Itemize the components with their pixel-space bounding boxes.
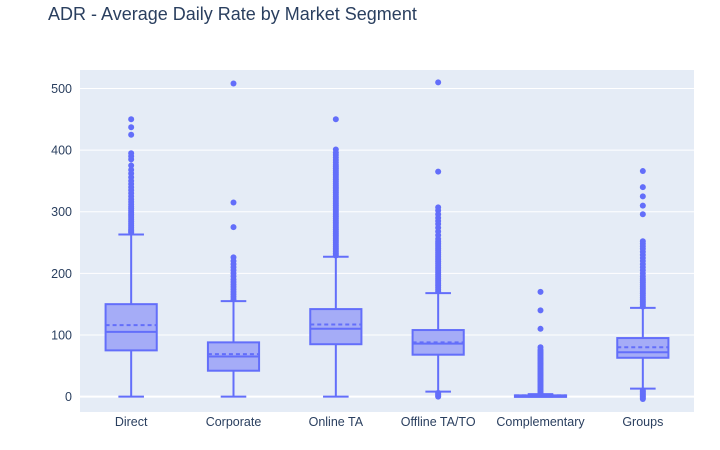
grid bbox=[80, 87, 694, 398]
outlier-point bbox=[230, 80, 237, 87]
outlier-point bbox=[332, 146, 339, 153]
chart-title: ADR - Average Daily Rate by Market Segme… bbox=[48, 4, 417, 24]
x-tick-label: Complementary bbox=[496, 415, 585, 429]
outlier-point bbox=[639, 193, 646, 200]
outlier-point bbox=[128, 150, 135, 157]
box-online-ta bbox=[309, 116, 363, 398]
iqr-box bbox=[104, 303, 158, 352]
y-tick-label: 500 bbox=[51, 82, 72, 96]
x-tick-label: Online TA bbox=[309, 415, 364, 429]
outlier-point bbox=[128, 162, 135, 169]
box-direct bbox=[104, 116, 158, 398]
outlier-point bbox=[435, 79, 442, 86]
box-corporate bbox=[206, 80, 261, 398]
outlier-point bbox=[639, 168, 646, 175]
outlier-point bbox=[537, 344, 544, 351]
plot-background bbox=[80, 70, 694, 412]
x-tick-label: Direct bbox=[115, 415, 148, 429]
box-offline-ta-to bbox=[411, 79, 465, 400]
y-tick-label: 400 bbox=[51, 144, 72, 158]
box-complementary bbox=[513, 288, 568, 398]
outlier-point bbox=[230, 199, 237, 206]
outlier-point bbox=[537, 325, 544, 332]
outlier-point bbox=[332, 116, 339, 123]
outlier-point bbox=[639, 238, 646, 245]
y-tick-label: 200 bbox=[51, 267, 72, 281]
x-tick-label: Offline TA/TO bbox=[401, 415, 476, 429]
outlier-point bbox=[230, 254, 237, 261]
outlier-point bbox=[128, 166, 135, 173]
y-tick-label: 0 bbox=[65, 390, 72, 404]
outlier-point bbox=[639, 202, 646, 209]
boxes bbox=[104, 79, 670, 403]
outlier-point bbox=[435, 204, 442, 211]
outlier-point bbox=[128, 131, 135, 138]
box-groups bbox=[616, 168, 670, 403]
outlier-point bbox=[435, 168, 442, 175]
outlier-point bbox=[128, 124, 135, 131]
outlier-point bbox=[537, 288, 544, 295]
outlier-point bbox=[128, 116, 135, 123]
y-tick-label: 300 bbox=[51, 205, 72, 219]
outlier-point bbox=[230, 224, 237, 231]
outlier-point bbox=[639, 184, 646, 191]
y-tick-label: 100 bbox=[51, 328, 72, 342]
x-tick-label: Groups bbox=[622, 415, 663, 429]
outlier-point bbox=[435, 389, 442, 396]
outlier-point bbox=[639, 211, 646, 218]
y-axis: 0 100 200 300 400 500 bbox=[51, 82, 72, 404]
outlier-point bbox=[537, 307, 544, 314]
x-axis: Direct Corporate Online TA Offline TA/TO Com… bbox=[115, 415, 663, 429]
outlier-point bbox=[639, 387, 646, 394]
x-tick-label: Corporate bbox=[206, 415, 262, 429]
iqr-box bbox=[309, 308, 363, 346]
